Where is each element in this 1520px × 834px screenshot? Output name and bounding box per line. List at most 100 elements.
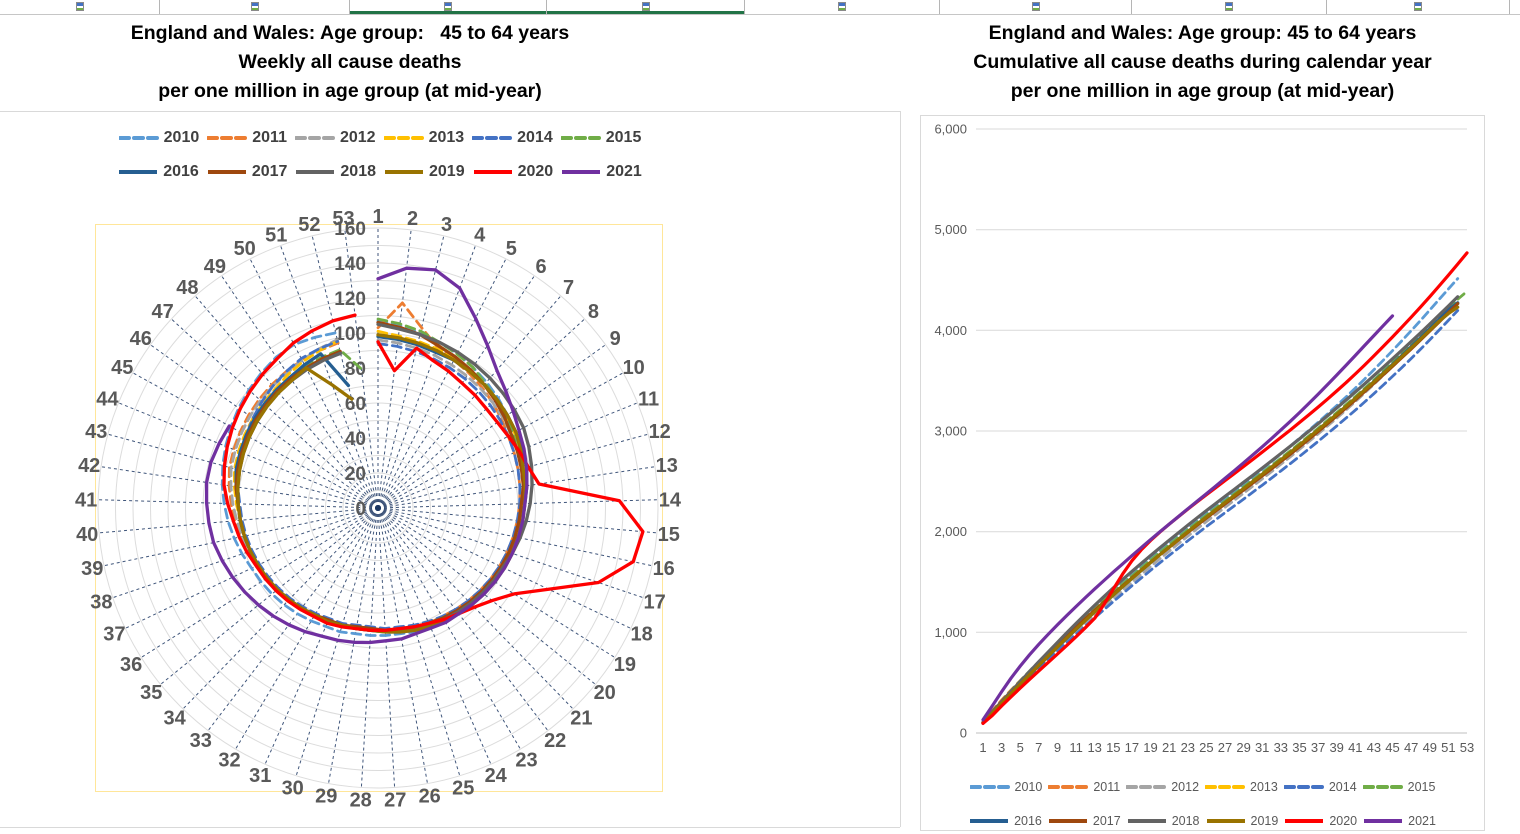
svg-text:10: 10 [623, 357, 645, 379]
radar-series-2021 [204, 266, 529, 645]
legend-label: 2011 [252, 129, 287, 146]
legend-swatch [1048, 819, 1087, 823]
legend-label: 2014 [517, 129, 553, 146]
legend-label: 2015 [605, 129, 642, 146]
legend-swatch [560, 136, 601, 140]
sheet-tab-icon [1414, 2, 1422, 11]
svg-text:18: 18 [630, 624, 652, 646]
legend-swatch [385, 170, 423, 174]
legend-item-2011: 2011 [1048, 780, 1120, 794]
svg-text:13: 13 [1087, 740, 1101, 755]
svg-text:28: 28 [350, 790, 372, 812]
svg-text:32: 32 [218, 749, 240, 771]
svg-text:4,000: 4,000 [934, 323, 967, 338]
legend-swatch [473, 170, 512, 174]
svg-text:41: 41 [1348, 740, 1362, 755]
legend-item-2020: 2020 [1284, 814, 1357, 828]
sheet-tab[interactable] [350, 0, 547, 14]
legend-item-2019: 2019 [1206, 814, 1278, 828]
legend-item-2018: 2018 [1127, 814, 1200, 828]
legend-swatch [472, 136, 513, 140]
svg-text:140: 140 [334, 254, 366, 275]
svg-text:20: 20 [594, 682, 616, 704]
legend-swatch [969, 785, 1010, 789]
svg-text:6,000: 6,000 [934, 122, 967, 137]
svg-text:31: 31 [249, 765, 271, 787]
radar-legend-row-2: 2016 2017 2018 2019 2020 2021 [40, 158, 720, 186]
sheet-tab[interactable] [547, 0, 745, 14]
radar-plot-area-border [95, 224, 663, 792]
sheet-tab-icon [75, 2, 84, 11]
legend-label: 2012 [1171, 780, 1200, 794]
svg-text:51: 51 [265, 224, 287, 246]
svg-text:7: 7 [563, 277, 574, 299]
svg-text:42: 42 [78, 455, 100, 477]
svg-text:19: 19 [614, 654, 636, 676]
line-legend-row-1: 2010 2011 2012 2013 2014 2015 [921, 774, 1484, 800]
sheet-tab[interactable] [745, 0, 940, 14]
svg-text:50: 50 [234, 238, 256, 260]
svg-text:40: 40 [76, 524, 98, 546]
legend-label: 2014 [1328, 780, 1357, 794]
sheet-tab[interactable] [940, 0, 1132, 14]
left-title-line2: Weekly all cause deaths [238, 51, 462, 73]
radar-series-2020 [222, 313, 645, 632]
svg-text:2: 2 [407, 208, 418, 230]
svg-text:33: 33 [190, 730, 212, 752]
svg-text:49: 49 [204, 256, 226, 278]
svg-text:1: 1 [372, 206, 383, 228]
left-chart-top-border [0, 111, 900, 112]
legend-swatch [1127, 819, 1166, 823]
sheet-tab[interactable] [1132, 0, 1327, 14]
svg-text:45: 45 [111, 357, 133, 379]
svg-text:31: 31 [1255, 740, 1269, 755]
svg-text:26: 26 [419, 785, 441, 807]
cumulative-series-2014 [981, 309, 1460, 725]
legend-item-2015: 2015 [560, 129, 642, 147]
legend-swatch [1283, 785, 1324, 789]
left-chart-right-border [900, 111, 901, 827]
svg-text:1,000: 1,000 [934, 625, 967, 640]
left-chart-bottom-border [0, 827, 900, 828]
right-title-line1: England and Wales: Age group: 45 to 64 y… [988, 22, 1417, 44]
sheet-tab[interactable] [0, 0, 160, 14]
line-legend-row-2: 2016 2017 2018 2019 2020 2021 [921, 808, 1484, 834]
legend-item-2014: 2014 [1283, 780, 1357, 794]
svg-text:21: 21 [1162, 740, 1176, 755]
legend-label: 2015 [1407, 780, 1436, 794]
svg-text:13: 13 [656, 455, 678, 477]
svg-text:52: 52 [298, 214, 320, 236]
sheet-tab[interactable] [1327, 0, 1510, 14]
legend-label: 2013 [1250, 780, 1278, 794]
sheet-tab[interactable] [160, 0, 350, 14]
svg-text:45: 45 [1385, 740, 1399, 755]
svg-text:27: 27 [384, 790, 406, 812]
svg-text:2,000: 2,000 [934, 524, 967, 539]
svg-text:15: 15 [1106, 740, 1120, 755]
right-chart-title: England and Wales: Age group: 45 to 64 y… [915, 19, 1490, 106]
legend-label: 2017 [251, 163, 288, 180]
legend-swatch [1048, 785, 1089, 789]
legend-label: 2011 [1093, 780, 1121, 794]
svg-text:6: 6 [536, 256, 547, 278]
legend-swatch [296, 170, 335, 174]
svg-text:23: 23 [1181, 740, 1195, 755]
legend-item-2015: 2015 [1362, 780, 1436, 794]
legend-label: 2012 [339, 129, 376, 146]
legend-swatch [1126, 785, 1167, 789]
legend-label: 2016 [1014, 814, 1042, 828]
svg-text:25: 25 [1199, 740, 1213, 755]
svg-text:11: 11 [1069, 740, 1083, 755]
svg-text:0: 0 [960, 726, 967, 741]
svg-text:23: 23 [515, 749, 537, 771]
legend-item-2016: 2016 [118, 163, 199, 181]
legend-swatch [1206, 819, 1245, 823]
svg-text:9: 9 [1054, 740, 1061, 755]
svg-text:30: 30 [282, 777, 304, 799]
svg-text:160: 160 [334, 219, 366, 240]
cumulative-series-2018 [981, 295, 1460, 725]
legend-item-2010: 2010 [118, 129, 199, 147]
legend-item-2016: 2016 [969, 814, 1042, 828]
sheet-tab-icon [838, 2, 846, 11]
